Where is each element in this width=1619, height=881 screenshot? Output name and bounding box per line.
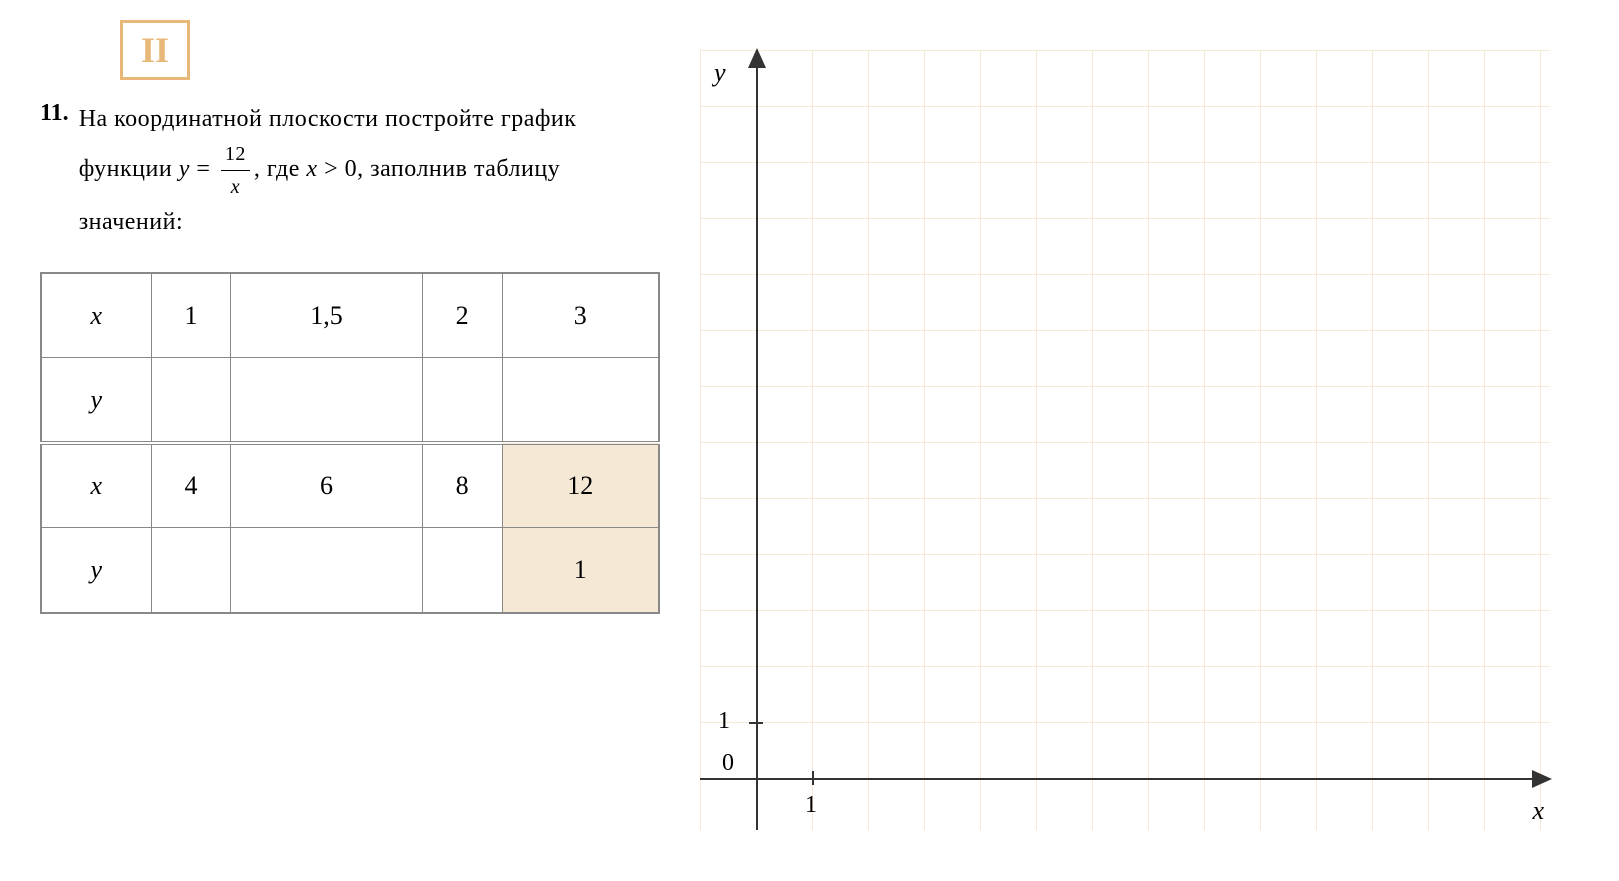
page-container: II 11. На координатной плоскости построй…	[40, 20, 1579, 830]
left-column: II 11. На координатной плоскости построй…	[40, 20, 660, 830]
table-row: x 4 6 8 12	[41, 443, 659, 528]
table-cell-highlight: 12	[502, 443, 659, 528]
table-cell-empty	[502, 358, 659, 443]
table-cell-empty	[231, 358, 422, 443]
y-tick-label-1: 1	[718, 708, 730, 735]
condition-var: x	[306, 156, 317, 182]
table-row: x 1 1,5 2 3	[41, 273, 659, 358]
table-header-x1: x	[41, 273, 151, 358]
table-row: y 1	[41, 528, 659, 613]
table-cell: 8	[422, 443, 502, 528]
x-axis-arrow-icon	[1532, 770, 1552, 788]
fraction-numerator: 12	[221, 138, 250, 171]
section-badge-text: II	[141, 30, 169, 70]
table-cell: 1,5	[231, 273, 422, 358]
x-tick-label-1: 1	[805, 792, 817, 819]
x-axis-label: x	[1532, 796, 1544, 826]
problem-text-part2: , где	[254, 156, 307, 182]
coordinate-plane: y x 1 0 1	[700, 50, 1550, 830]
table-row: y	[41, 358, 659, 443]
problem-number: 11.	[40, 100, 69, 242]
problem-block: 11. На координатной плоскости постройте …	[40, 100, 660, 242]
values-table: x 1 1,5 2 3 y x 4 6 8 12 y	[40, 272, 660, 614]
fraction-denominator: x	[221, 171, 250, 203]
x-axis	[700, 778, 1550, 780]
y-axis	[756, 50, 758, 830]
table-cell: 2	[422, 273, 502, 358]
equation-lhs: y	[179, 156, 190, 182]
table-cell-empty	[151, 528, 231, 613]
table-header-x2: x	[41, 443, 151, 528]
right-column: y x 1 0 1	[700, 20, 1579, 830]
table-header-y2: y	[41, 528, 151, 613]
table-header-y1: y	[41, 358, 151, 443]
y-axis-arrow-icon	[748, 48, 766, 68]
table-cell-empty	[231, 528, 422, 613]
table-cell-empty	[422, 358, 502, 443]
table-cell-empty	[422, 528, 502, 613]
table-cell-highlight: 1	[502, 528, 659, 613]
problem-text: На координатной плоскости постройте граф…	[79, 100, 660, 242]
table-cell-empty	[151, 358, 231, 443]
condition-op: > 0	[318, 156, 358, 182]
y-axis-label: y	[714, 58, 726, 88]
y-tick-1	[749, 722, 763, 724]
table-cell: 3	[502, 273, 659, 358]
table-cell: 6	[231, 443, 422, 528]
table-cell: 4	[151, 443, 231, 528]
fraction: 12 x	[221, 138, 250, 203]
x-tick-1	[812, 771, 814, 785]
section-badge: II	[120, 20, 190, 80]
table-cell: 1	[151, 273, 231, 358]
origin-label: 0	[722, 750, 734, 777]
equation-eq: =	[196, 156, 210, 182]
